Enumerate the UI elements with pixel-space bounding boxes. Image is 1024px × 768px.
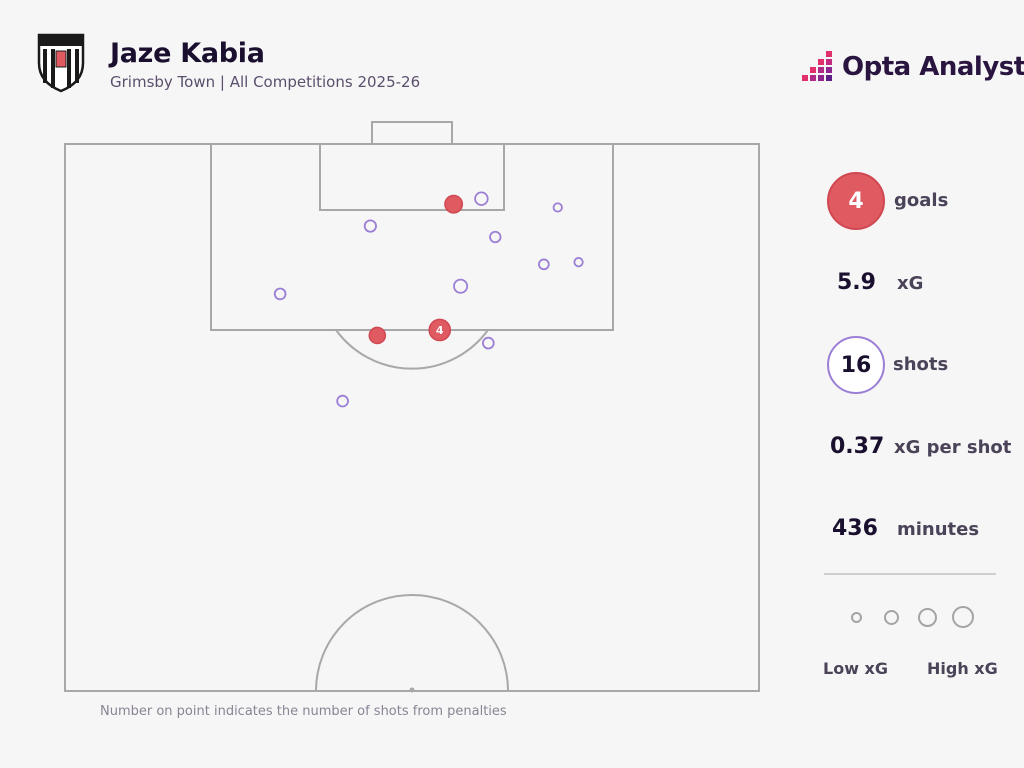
xg-per-shot-value: 0.37 [830,434,885,459]
shot-point [453,278,469,294]
goals-label: goals [894,190,949,211]
pitch-lines [64,121,760,692]
goal [371,121,453,145]
goals-value: 4 [848,188,864,214]
shot-point [336,394,349,408]
xg-label: xG [897,273,924,294]
goal-shot-point [368,326,387,345]
legend-dot-l [952,606,974,628]
legend-low-label: Low xG [823,659,888,678]
shot-point [552,202,563,213]
brand-name: Opta Analyst [842,52,1024,82]
legend-dot-xs [851,612,862,623]
goal-shot-point [444,194,464,214]
legend-dot-s [884,610,899,625]
minutes-label: minutes [897,519,980,540]
shot-point [573,257,584,268]
legend-divider [824,573,996,575]
page-title: Jaze Kabia [110,38,265,69]
centre-spot [409,687,415,693]
footnote: Number on point indicates the number of … [100,704,507,719]
penalty-area [210,143,614,331]
shot-point [273,287,287,301]
shots-circle: 16 [827,336,885,394]
six-yard-box [319,143,505,211]
shot-point [489,230,502,244]
shot-point [538,258,550,271]
goal-shot-point [428,318,452,342]
brand-mark-icon [802,51,832,81]
club-crest-icon [37,33,85,93]
pitch-outline [64,143,760,692]
shot-point [474,191,489,206]
penalty-count-label: 4 [436,324,444,337]
xg-value: 5.9 [837,270,876,295]
shot-point [363,219,377,233]
shots-value: 16 [840,352,872,378]
shot-point [482,336,495,350]
xg-per-shot-label: xG per shot [894,437,1012,458]
penalty-arc [335,329,489,370]
legend-dot-m [918,608,937,627]
page-subtitle: Grimsby Town | All Competitions 2025-26 [110,73,421,91]
minutes-value: 436 [832,516,878,541]
legend-high-label: High xG [927,659,998,678]
centre-circle [315,594,509,692]
shots-layer: 4 [273,191,584,408]
goals-circle: 4 [827,172,885,230]
brand-logo: Opta Analyst [798,49,1024,89]
shots-label: shots [893,354,949,375]
